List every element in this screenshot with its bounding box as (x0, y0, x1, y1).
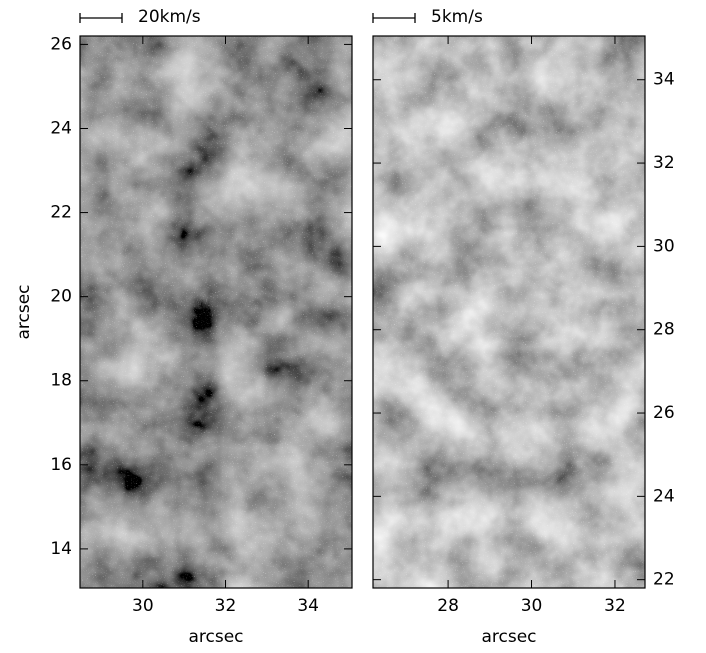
y-tick-label: 22 (50, 203, 72, 223)
y-tick-label: 14 (50, 539, 72, 559)
scale-bar-label: 20km/s (138, 7, 201, 27)
y-tick-label: 26 (50, 34, 72, 54)
y-tick-label: 32 (653, 153, 675, 173)
x-tick-label: 32 (215, 596, 237, 616)
velocity-field (80, 36, 352, 588)
x-axis-label: arcsec (481, 627, 536, 647)
x-axis-label: arcsec (188, 627, 243, 647)
velocity-field (373, 36, 645, 588)
x-tick-label: 30 (132, 596, 154, 616)
y-tick-label: 22 (653, 570, 675, 590)
frame (372, 35, 646, 589)
y-tick-label: 26 (653, 403, 675, 423)
y-tick-label: 30 (653, 236, 675, 256)
scale-bar-label: 5km/s (431, 7, 483, 27)
frame (79, 35, 353, 589)
y-axis-label: arcsec (14, 284, 34, 339)
x-tick-label: 30 (521, 596, 543, 616)
y-tick-label: 34 (653, 70, 675, 90)
y-tick-label: 28 (653, 320, 675, 340)
x-tick-label: 28 (437, 596, 459, 616)
y-tick-label: 20 (50, 287, 72, 307)
y-tick-label: 16 (50, 455, 72, 475)
y-tick-label: 24 (50, 118, 72, 138)
x-tick-label: 32 (604, 596, 626, 616)
x-tick-label: 34 (297, 596, 319, 616)
y-tick-label: 24 (653, 486, 675, 506)
y-tick-label: 18 (50, 371, 72, 391)
